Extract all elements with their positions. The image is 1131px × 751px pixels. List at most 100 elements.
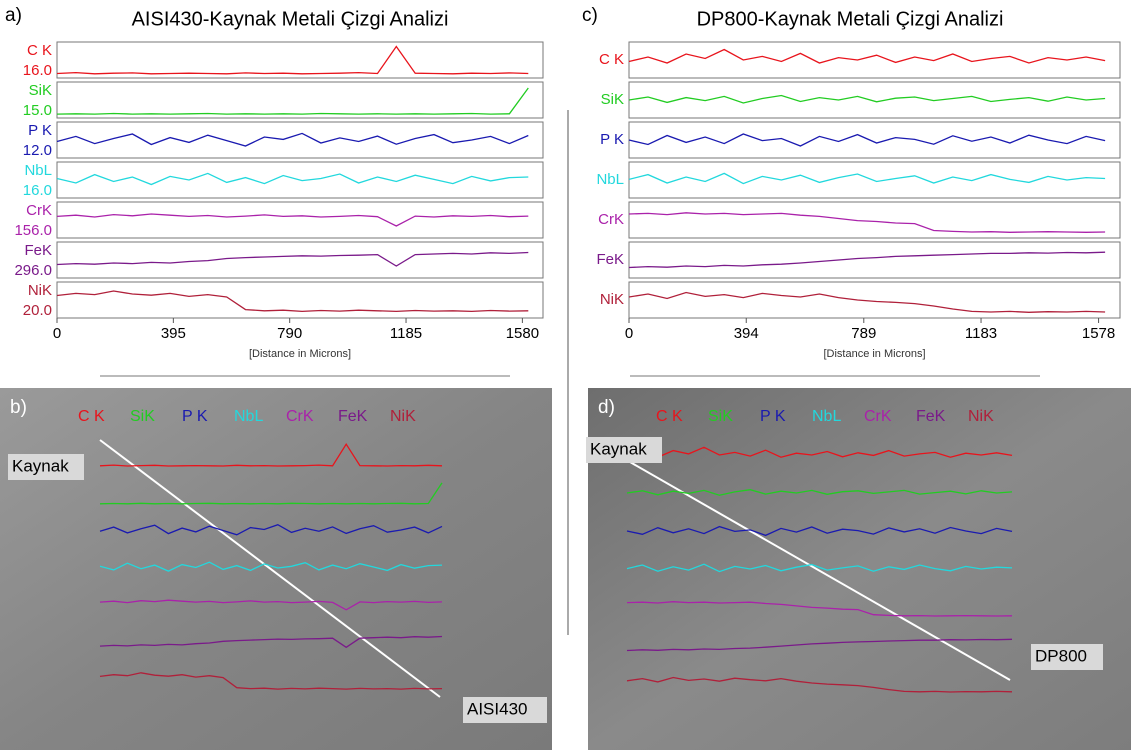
- series-scale: 296.0: [14, 262, 52, 279]
- strip-frame: [56, 121, 544, 159]
- trace: [56, 213, 529, 227]
- trace: [628, 133, 1106, 147]
- overlay-legend: C K: [656, 408, 683, 425]
- region-label: AISI430: [467, 699, 528, 718]
- label-box: [1031, 644, 1103, 670]
- series-label: CrK: [598, 211, 624, 228]
- x-tick-label: 789: [851, 325, 876, 342]
- series-scale: 16.0: [23, 62, 52, 79]
- series-scale: 20.0: [23, 302, 52, 319]
- overlay-legend: P K: [760, 408, 786, 425]
- overlay-legend: CrK: [286, 408, 314, 425]
- trace: [628, 48, 1106, 64]
- panel-label: d): [598, 397, 615, 418]
- scan-line: [99, 439, 441, 698]
- trace: [628, 212, 1106, 233]
- trace: [626, 676, 1013, 693]
- x-tick-label: 395: [161, 325, 186, 342]
- series-scale: 15.0: [23, 102, 52, 119]
- x-tick-label: 394: [734, 325, 759, 342]
- region-label: Kaynak: [590, 439, 647, 458]
- label-box: [8, 454, 84, 480]
- strip-frame: [628, 201, 1121, 239]
- region-label: Kaynak: [12, 456, 69, 475]
- trace: [628, 172, 1106, 185]
- trace: [99, 482, 443, 505]
- trace: [99, 561, 443, 572]
- x-tick-label: 0: [53, 325, 61, 342]
- trace: [56, 251, 529, 267]
- x-tick-label: 1580: [506, 325, 539, 342]
- trace: [628, 251, 1106, 269]
- strip-frame: [56, 281, 544, 319]
- series-label: SiK: [29, 82, 52, 99]
- x-axis-label: [Distance in Microns]: [249, 348, 351, 360]
- series-label: C K: [599, 51, 624, 68]
- trace: [56, 87, 529, 115]
- trace: [99, 672, 443, 690]
- chart-title: DP800-Kaynak Metali Çizgi Analizi: [697, 8, 1004, 30]
- x-tick-label: 0: [625, 325, 633, 342]
- series-label: NbL: [24, 162, 52, 179]
- overlay-legend: SiK: [130, 408, 155, 425]
- trace: [628, 94, 1106, 104]
- trace: [99, 635, 443, 649]
- series-scale: 12.0: [23, 142, 52, 159]
- label-box: [463, 697, 547, 723]
- overlay-legend: FeK: [916, 408, 946, 425]
- chart-title: AISI430-Kaynak Metali Çizgi Analizi: [132, 8, 449, 30]
- trace: [626, 601, 1013, 617]
- trace: [626, 563, 1013, 573]
- trace: [99, 442, 443, 467]
- panel-label: c): [582, 5, 598, 26]
- strip-frame: [628, 241, 1121, 279]
- strip-frame: [56, 41, 544, 79]
- series-label: SiK: [601, 91, 624, 108]
- series-label: NiK: [28, 282, 52, 299]
- strip-frame: [56, 81, 544, 119]
- series-label: FeK: [596, 251, 624, 268]
- trace: [56, 172, 529, 186]
- strip-frame: [56, 201, 544, 239]
- overlay-legend: C K: [78, 408, 105, 425]
- overlay-legend: CrK: [864, 408, 892, 425]
- series-scale: 16.0: [23, 182, 52, 199]
- series-label: NiK: [600, 291, 624, 308]
- strip-frame: [628, 41, 1121, 79]
- overlay-legend: NbL: [234, 408, 263, 425]
- strip-frame: [628, 121, 1121, 159]
- trace: [628, 291, 1106, 313]
- panel-label: b): [10, 397, 27, 418]
- trace: [626, 525, 1013, 537]
- strip-frame: [628, 281, 1121, 319]
- trace: [56, 132, 529, 147]
- x-tick-label: 1185: [390, 325, 422, 342]
- region-label: DP800: [1035, 646, 1087, 665]
- series-label: C K: [27, 42, 52, 59]
- micrograph: [588, 388, 1131, 750]
- x-tick-label: 1578: [1082, 325, 1115, 342]
- series-scale: 156.0: [14, 222, 52, 239]
- trace: [56, 290, 529, 313]
- x-tick-label: 1183: [965, 325, 997, 342]
- overlay-legend: NiK: [390, 408, 416, 425]
- trace: [626, 638, 1013, 652]
- overlay-legend: FeK: [338, 408, 368, 425]
- series-label: FeK: [24, 242, 52, 259]
- overlay-legend: SiK: [708, 408, 733, 425]
- trace: [626, 446, 1013, 458]
- trace: [99, 523, 443, 536]
- scan-line: [629, 461, 1011, 681]
- series-label: P K: [28, 122, 52, 139]
- micrograph: [0, 388, 552, 750]
- overlay-legend: P K: [182, 408, 208, 425]
- panel-label: a): [5, 5, 22, 26]
- strip-frame: [56, 241, 544, 279]
- series-label: NbL: [596, 171, 624, 188]
- trace: [56, 45, 529, 75]
- overlay-legend: NiK: [968, 408, 994, 425]
- trace: [626, 489, 1013, 496]
- trace: [99, 599, 443, 611]
- x-axis-label: [Distance in Microns]: [823, 348, 925, 360]
